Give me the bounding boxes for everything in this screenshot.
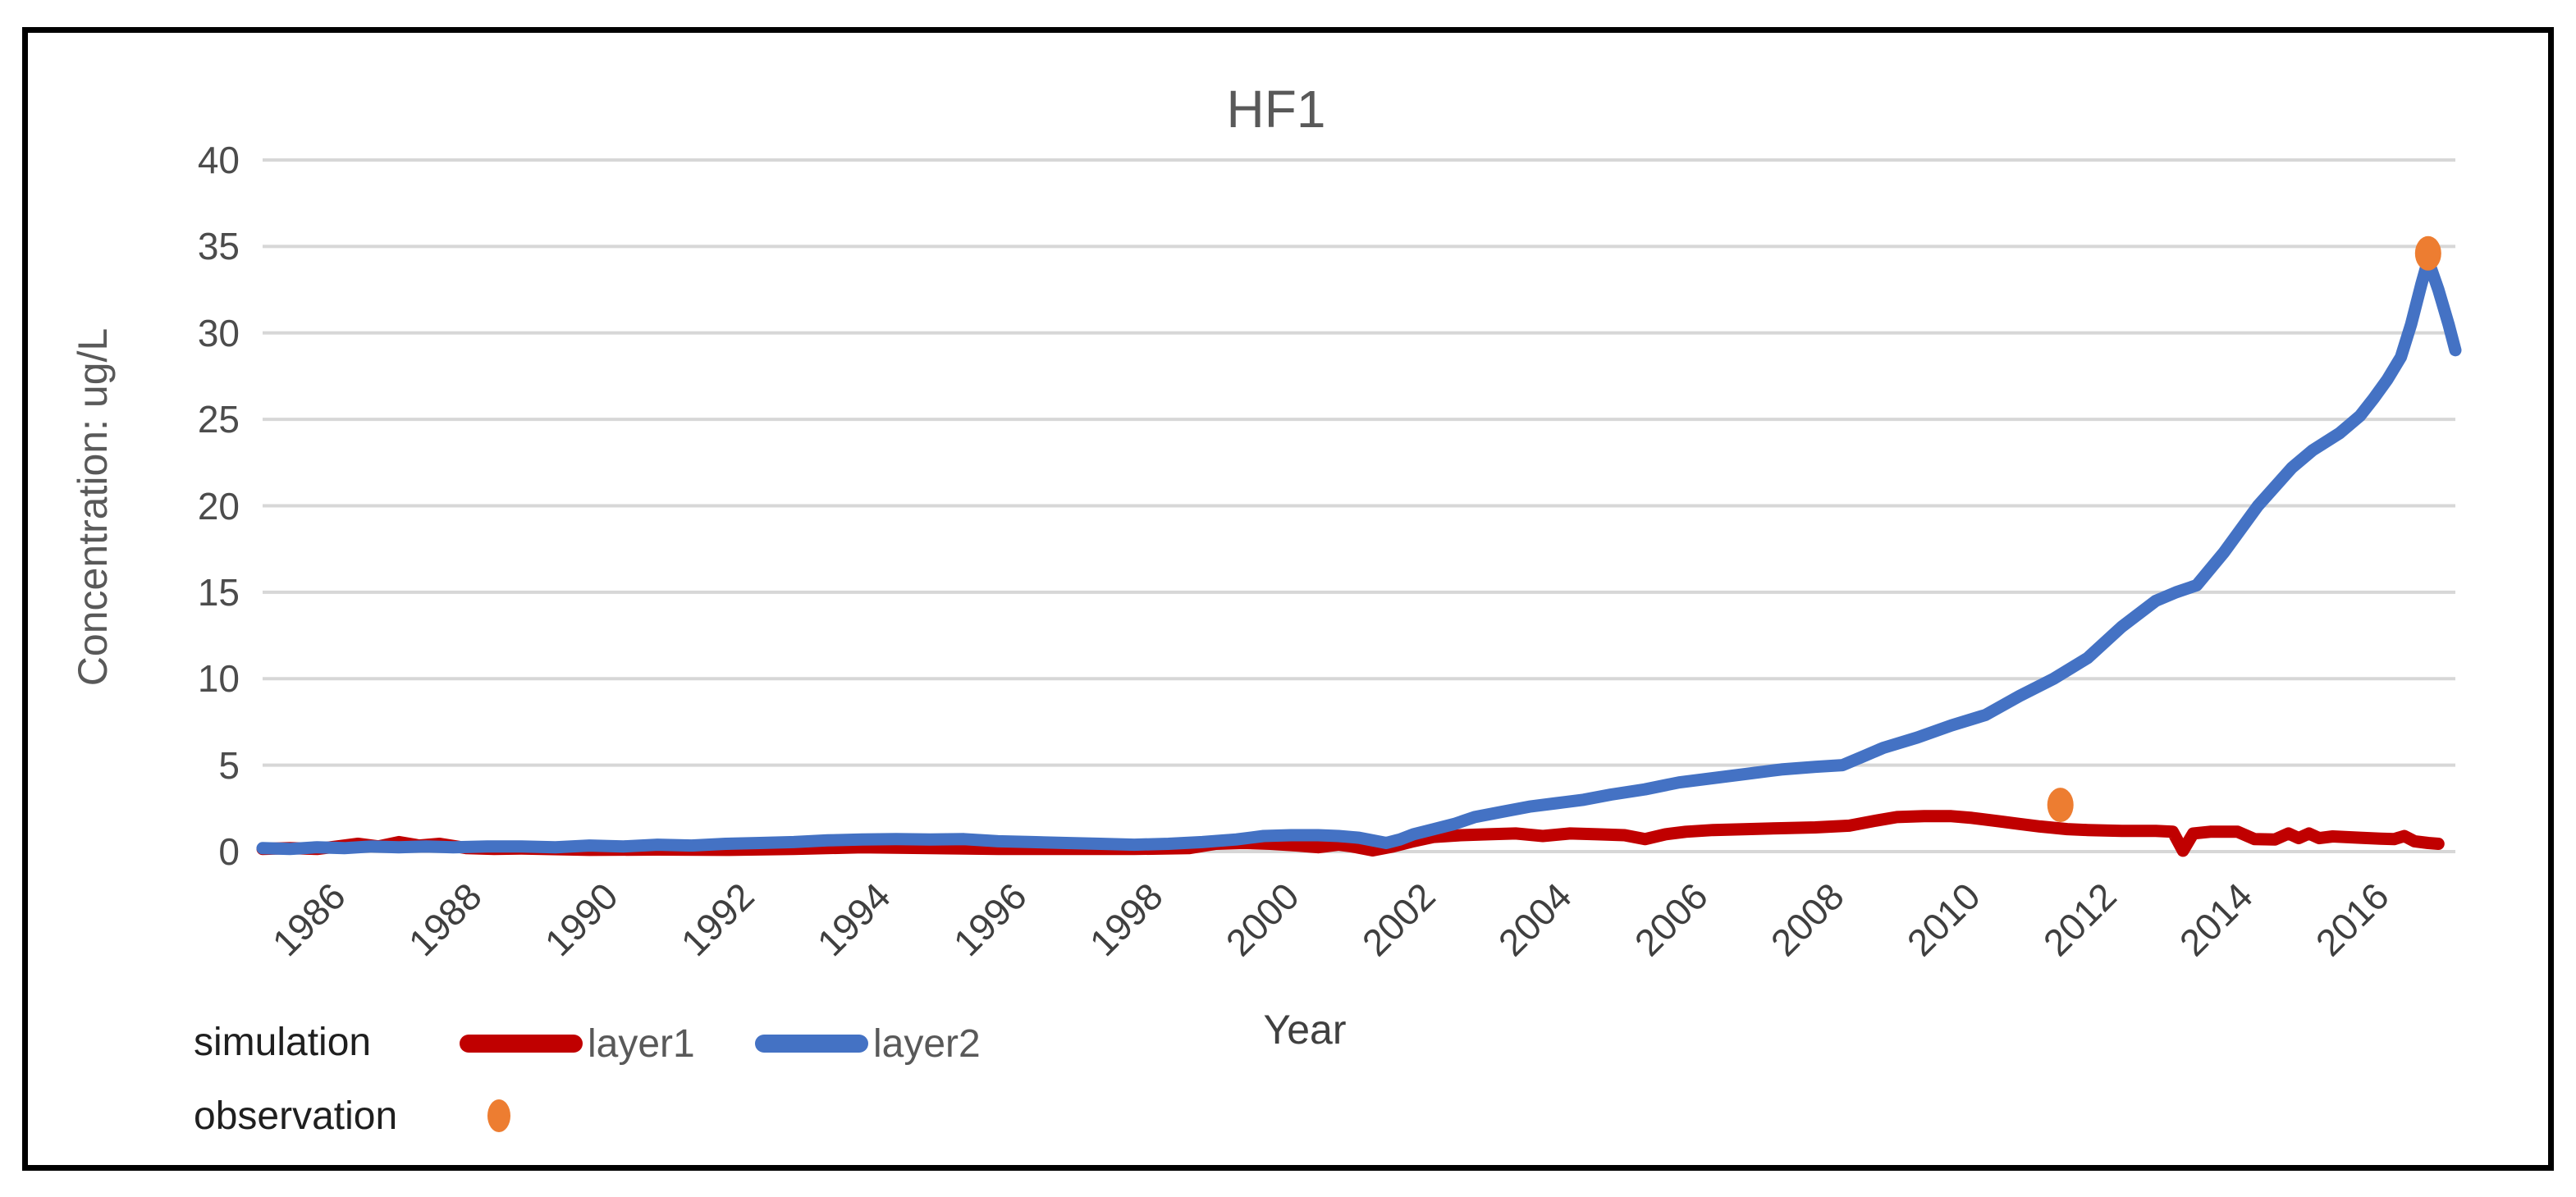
figure-border — [22, 27, 2554, 1171]
observation-point — [2414, 235, 2441, 271]
legend-observation-label: observation — [194, 1094, 398, 1138]
legend-layer2-label: layer2 — [873, 1022, 981, 1066]
chart-title: HF1 — [1226, 80, 1326, 139]
y-axis-tick-label: 25 — [197, 398, 240, 441]
y-axis-tick-label: 35 — [197, 225, 240, 268]
legend-layer1-label: layer1 — [588, 1022, 695, 1066]
y-axis-tick-label: 15 — [197, 570, 240, 614]
x-axis-title: Year — [1263, 1007, 1347, 1053]
layer2-legend-line-swatch — [755, 1035, 868, 1053]
y-axis-tick-label: 0 — [218, 830, 240, 873]
layer1-legend-line-swatch — [460, 1035, 583, 1053]
y-axis-tick-label: 5 — [218, 743, 240, 787]
observation-legend-dot — [487, 1099, 510, 1132]
y-axis-tick-label: 20 — [197, 484, 240, 528]
y-axis-tick-label: 30 — [197, 311, 240, 354]
layer2-line — [256, 254, 2462, 856]
y-axis-tick-label: 10 — [197, 657, 240, 701]
y-axis-tick-label: 40 — [197, 139, 240, 181]
legend-simulation-label: simulation — [194, 1021, 372, 1064]
observation-point — [2047, 788, 2074, 823]
